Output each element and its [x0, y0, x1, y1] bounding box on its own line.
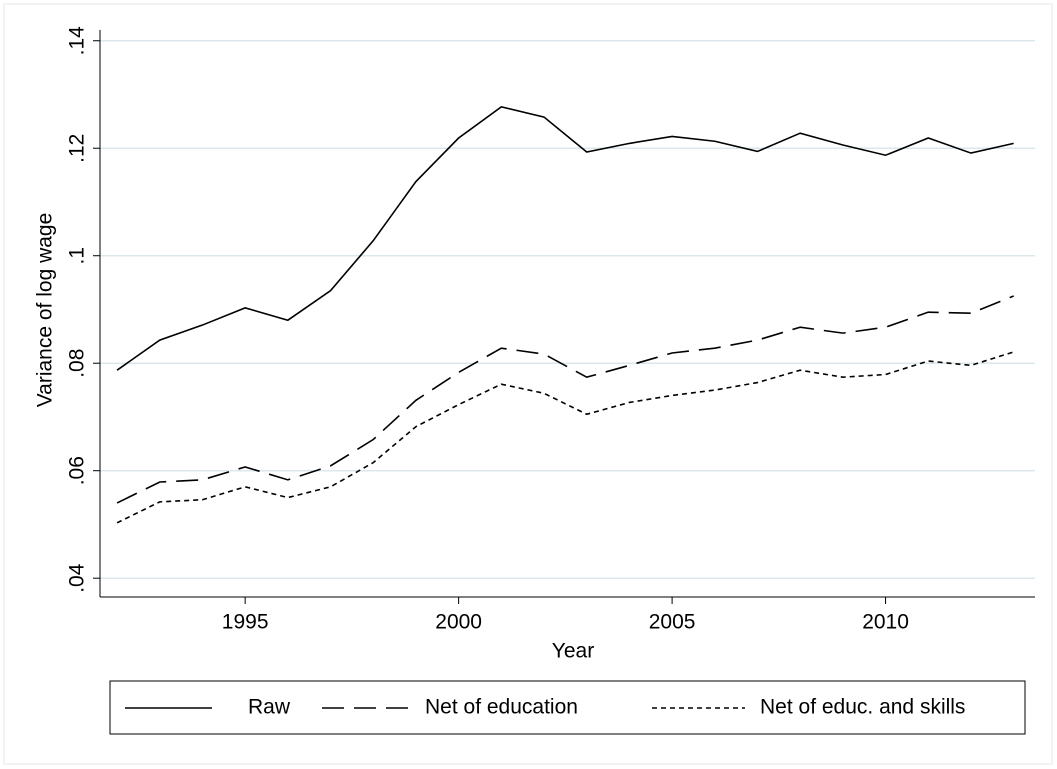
y-tick-label: .04	[66, 563, 89, 593]
series-line	[116, 105, 1014, 371]
legend-label: Net of education	[425, 696, 578, 719]
graph-region	[3, 3, 1053, 765]
legend-box	[109, 680, 1026, 735]
y-tick-label: .08	[66, 349, 89, 378]
series-line	[116, 295, 1014, 504]
legend-label: Net of educ. and skills	[760, 696, 965, 719]
x-tick-label: 2000	[435, 611, 482, 634]
legend-label: Raw	[248, 696, 291, 719]
x-tick-label: 2010	[862, 611, 909, 634]
y-tick-label: .1	[66, 247, 89, 265]
y-tick-label: .12	[66, 134, 89, 163]
x-tick-label: 2005	[649, 611, 696, 634]
x-tick-label: 1995	[222, 611, 269, 634]
y-tick-label: .06	[66, 456, 89, 485]
series-line	[116, 351, 1014, 524]
x-axis-label: Year	[552, 640, 594, 663]
y-tick-label: .14	[66, 26, 89, 56]
y-axis-label: Variance of log wage	[34, 213, 57, 408]
